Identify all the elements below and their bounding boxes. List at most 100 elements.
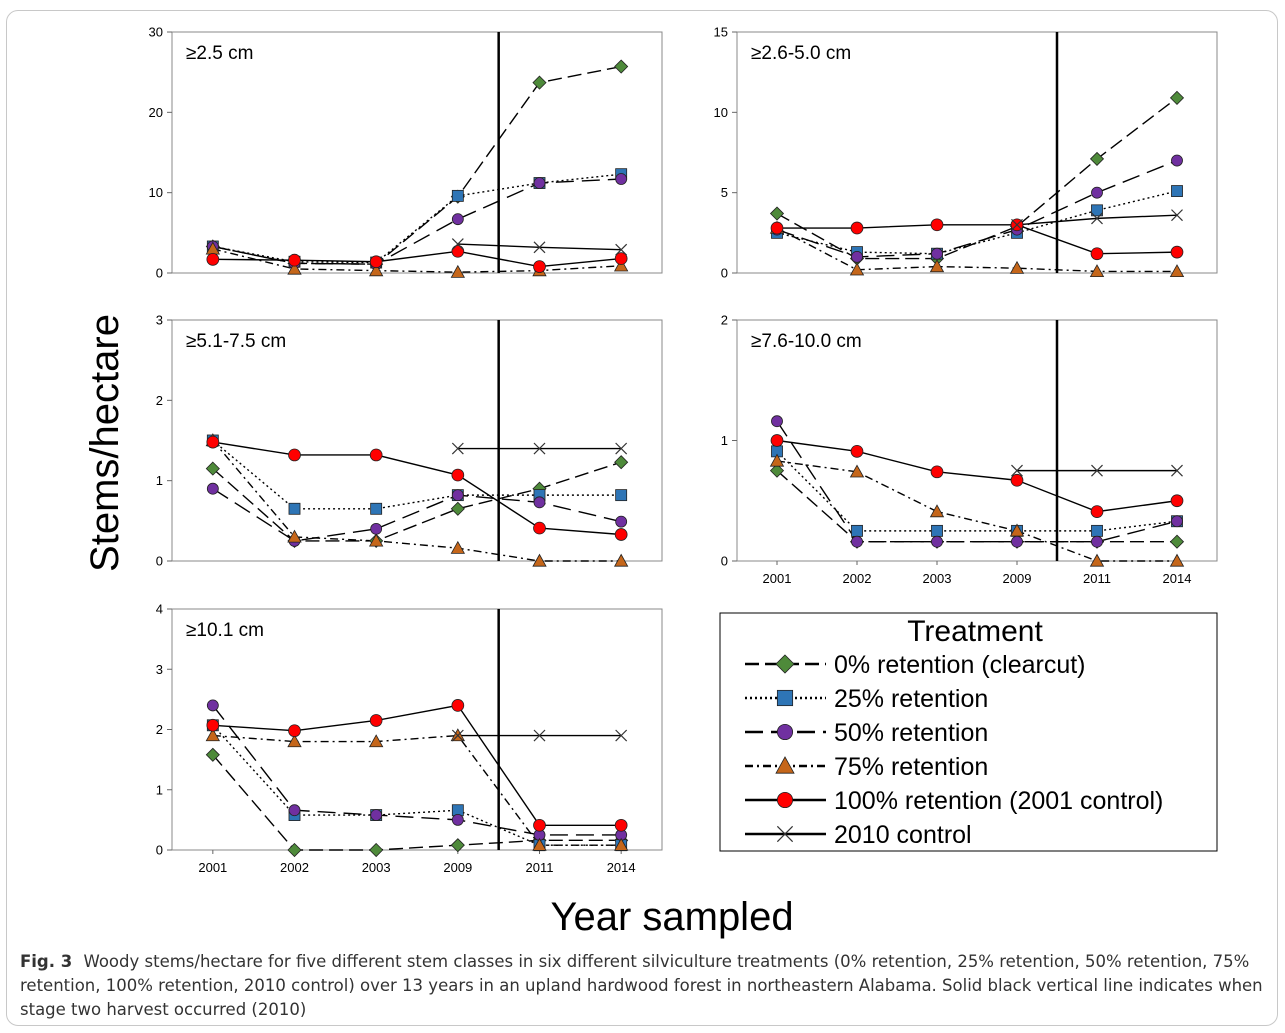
data-point [1169,90,1185,105]
y-tick-label: 0 [156,843,163,858]
x-tick-label: 2014 [607,860,636,875]
x-tick-label: 2009 [1003,571,1032,586]
series-line [776,420,1178,543]
data-point [532,75,547,90]
panel-3: 0 1 2 3 ≥5.1-7.5 cm [156,313,663,569]
data-point [1171,185,1183,197]
legend-label: 50% retention [834,719,988,747]
data-point [1011,218,1023,231]
y-tick-label: 2 [156,722,163,737]
legend-marker [776,791,794,809]
y-tick-label: 0 [156,554,163,569]
data-point [451,189,464,202]
data-point [771,415,783,428]
data-point [450,501,465,516]
panel-title: ≥2.6-5.0 cm [751,43,851,64]
data-point [533,241,546,254]
panel-2: 0 5 10 15 ≥2.6-5.0 cm [714,25,1218,281]
data-point [930,218,944,232]
series-line [212,173,622,264]
data-point [613,553,629,567]
series-line [212,461,622,542]
data-point [451,729,464,742]
panel-title: ≥7.6-10.0 cm [751,331,862,352]
data-point [929,259,945,273]
data-point [1170,494,1184,508]
data-point [1090,247,1104,261]
data-point [450,264,466,278]
data-point [769,206,785,221]
panel-5: 0 1 2 3 4 2001 2002 2003 2009 2011 2014 ≥10.1 cm [156,602,663,875]
plot-area [171,608,663,851]
x-tick-label: 2002 [843,571,872,586]
data-point [615,243,628,256]
legend-label: 25% retention [834,685,988,713]
data-point [1169,553,1185,567]
x-tick-label: 2011 [526,860,554,875]
legend-label: 0% retention (clearcut) [834,651,1086,679]
y-tick-label: 0 [721,554,728,569]
data-point [931,535,943,548]
data-point [1169,534,1185,549]
x-tick-label: 2009 [443,860,472,875]
plot-area [171,31,663,274]
legend: Treatment 0% retention (clearcut) 25% ret… [719,612,1218,852]
data-point [1011,464,1023,477]
legend-marker [775,756,795,774]
y-tick-label: 0 [721,266,728,281]
data-point [288,448,301,462]
data-point [288,804,301,817]
x-tick-label: 2001 [198,860,227,875]
panel-4: 0 1 2 2001 2002 2003 2009 2011 2014 ≥7.6-10.0 cm [721,313,1218,586]
data-point [1091,524,1103,537]
data-point [1009,523,1025,537]
series-line [212,704,622,826]
series-line [776,190,1178,255]
legend-title: Treatment [907,615,1043,648]
data-point [849,464,865,478]
legend-marker [776,689,794,707]
series-line [212,734,622,846]
panel-title: ≥10.1 cm [186,620,264,641]
data-point [287,529,302,543]
data-point [1091,212,1103,225]
data-point [205,747,220,762]
data-point [851,535,863,548]
data-point [930,465,944,479]
series-line [212,704,622,836]
y-tick-label: 4 [156,602,163,617]
data-point [614,455,629,470]
data-point [849,262,865,276]
y-tick-label: 0 [156,266,163,281]
data-point [931,524,943,537]
data-point [1091,204,1103,217]
x-tick-label: 2003 [923,571,952,586]
x-axis-label: Year sampled [550,895,793,939]
y-tick-label: 3 [156,662,163,677]
data-point [533,442,546,455]
data-point [369,714,383,727]
data-point [1089,151,1105,166]
panel-title: ≥5.1-7.5 cm [186,331,286,352]
data-point [614,818,628,832]
data-point [1169,264,1185,277]
data-point [206,699,219,712]
data-point [206,252,220,266]
data-point [1091,535,1103,548]
legend-entry: 50% retention [745,719,988,747]
legend-entry: 100% retention (2001 control) [745,787,1163,815]
data-point [769,453,785,467]
data-point [450,540,466,554]
y-tick-label: 2 [156,393,163,408]
caption-label: Fig. 3 [20,952,73,971]
x-tick-label: 2011 [1083,571,1111,586]
y-tick-label: 10 [714,105,728,120]
data-point [451,238,464,251]
data-point [533,729,546,742]
data-point [1089,553,1105,567]
series-line [212,439,622,510]
data-point [533,521,546,535]
series-line [776,227,1177,273]
legend-label: 75% retention [834,753,988,781]
